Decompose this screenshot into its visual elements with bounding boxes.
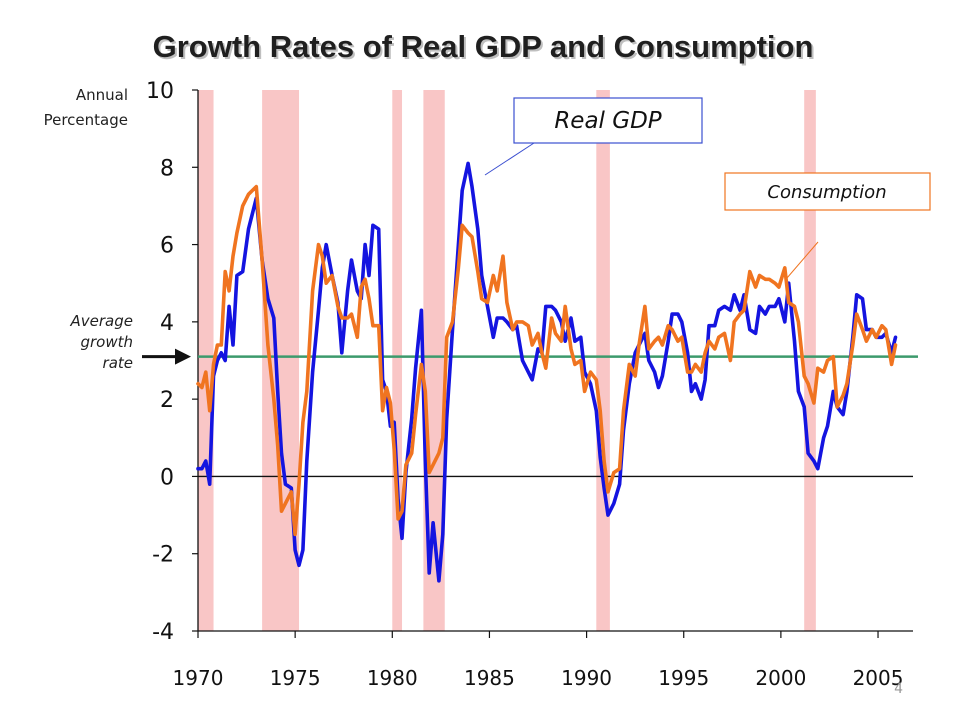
consumption-callout-label: Consumption [767,182,886,203]
x-tick-label: 1985 [464,666,515,690]
recession-band [423,90,445,631]
gdp-callout-box [513,97,703,144]
consumption-callout-box [724,172,931,211]
x-tick-label: 1995 [658,666,709,690]
real-gdp-line [196,161,898,583]
average-label-line-3: rate [103,354,133,372]
x-tick-label: 1990 [561,666,612,690]
x-tick-label: 2005 [853,666,904,690]
average-label-line-1: Average [70,312,133,330]
gdp-callout-label: Real GDP [554,108,661,134]
y-axis-label-line-2: Percentage [44,111,128,129]
axes: 10 8 6 4 2 0 -2 -4 1970 1975 1980 1985 1990 1995 2000 2… [146,79,913,690]
y-tick-label: 4 [160,311,174,336]
gdp-callout-leader [484,142,535,176]
series-lines [196,161,898,583]
y-axis-label-line-1: Annual [76,86,128,104]
chart-title: Growth Rates of Real GDP and Consumption [153,29,814,64]
page-number: 4 [894,681,903,697]
y-tick-label: -2 [152,543,174,568]
x-tick-label: 2000 [755,666,806,690]
average-arrow-head [175,348,191,365]
recession-band [392,90,403,631]
y-tick-label: 2 [160,388,174,413]
chart-title-shadow: Growth Rates of Real GDP and Consumption [155,31,816,66]
x-tick-label: 1975 [270,666,321,690]
average-label-line-2: growth [80,333,133,351]
recession-band [198,90,214,631]
x-tick-label: 1980 [367,666,418,690]
y-tick-label: 10 [146,79,174,104]
y-tick-label: -4 [152,620,174,645]
y-tick-label: 6 [160,234,174,259]
recession-band [804,90,816,631]
x-tick-label: 1970 [173,666,224,690]
consumption-callout-leader [786,241,819,279]
recession-bands [198,90,816,631]
consumption-line [196,184,898,537]
y-tick-label: 0 [160,465,174,490]
average-growth-line-group [142,348,918,365]
y-tick-label: 8 [160,156,174,181]
recession-band [596,90,610,631]
